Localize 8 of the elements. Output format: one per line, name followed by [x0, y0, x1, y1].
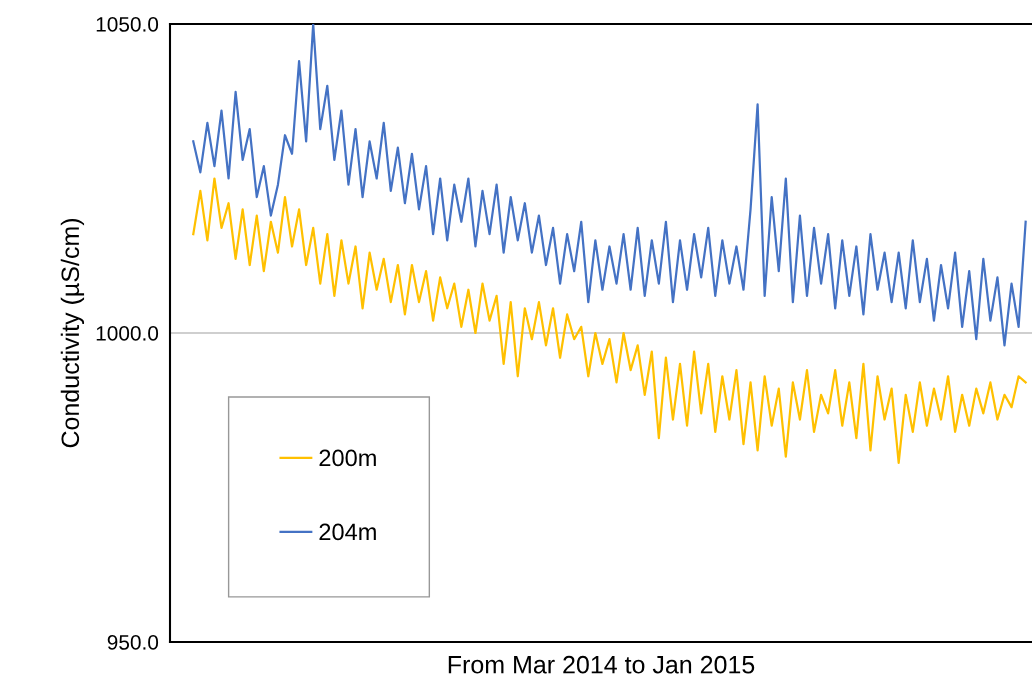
legend-label: 200m: [319, 449, 376, 467]
legend-label: 204m: [319, 523, 376, 541]
x-axis-title: From Mar 2014 to Jan 2015: [448, 655, 755, 674]
line-series: [192, 24, 1027, 347]
y-tick-label: 1000.0: [96, 326, 159, 341]
y-axis-title: Conductivity (µS/cm): [60, 218, 85, 448]
y-tick-label: 1050.0: [96, 17, 159, 32]
y-tick-label: 950.0: [107, 635, 159, 650]
